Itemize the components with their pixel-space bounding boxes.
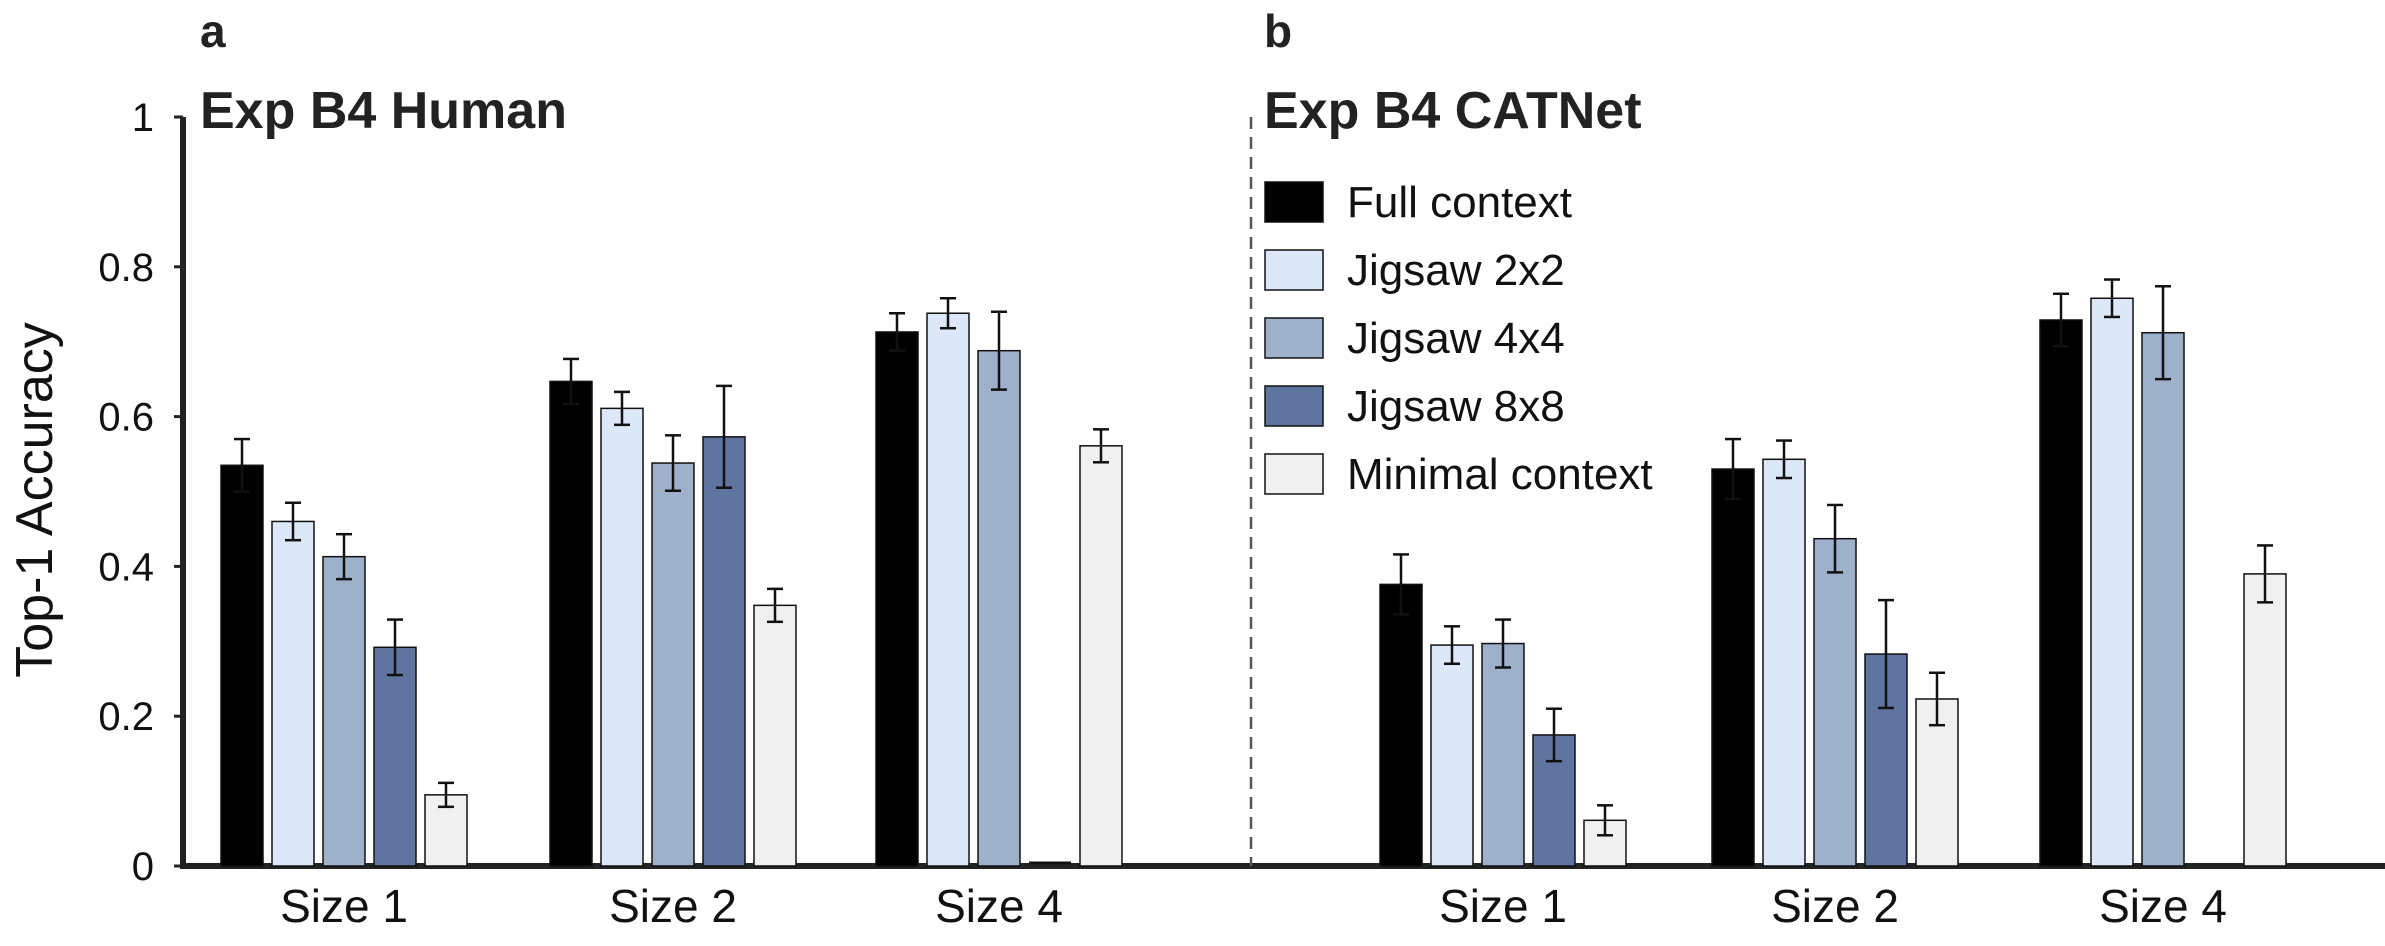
bar	[2039, 319, 2083, 867]
bar	[875, 331, 919, 867]
bar	[1079, 445, 1123, 867]
bar	[1813, 537, 1857, 867]
bar	[1711, 468, 1755, 867]
legend-swatch	[1264, 453, 1324, 495]
bar	[220, 464, 264, 867]
bar	[926, 312, 970, 867]
bar	[373, 646, 417, 867]
bar	[1379, 583, 1423, 867]
legend: Full context Jigsaw 2x2 Jigsaw 4x4 Jigsaw 8…	[1264, 178, 1653, 499]
panel-b-title: Exp B4 CATNet	[1264, 82, 1642, 140]
y-tick-label: 0	[132, 845, 154, 889]
bar	[600, 407, 644, 867]
legend-swatch	[1264, 385, 1324, 427]
bar	[1430, 644, 1474, 867]
y-tick-label: 0.4	[98, 545, 154, 589]
legend-label: Full context	[1347, 178, 1572, 227]
category-label: Size 1	[280, 880, 408, 932]
y-tick-label: 1	[132, 96, 154, 140]
y-axis-title: Top-1 Accuracy	[6, 322, 64, 678]
category-label: Size 4	[2099, 880, 2227, 932]
error-bars	[234, 278, 2273, 837]
panel-a-title: Exp B4 Human	[200, 82, 567, 140]
axes: 0 0.2 0.4 0.6 0.8 1	[98, 96, 2385, 889]
bar	[1481, 642, 1525, 867]
legend-swatch	[1264, 181, 1324, 223]
category-label: Size 2	[1771, 880, 1899, 932]
bar	[1762, 458, 1806, 867]
bar	[2243, 573, 2287, 867]
category-label: Size 4	[935, 880, 1063, 932]
bar	[322, 555, 366, 867]
y-tick-label: 0.8	[98, 246, 154, 290]
panel-b-letter: b	[1264, 5, 1292, 57]
legend-swatch	[1264, 317, 1324, 359]
bars	[220, 297, 2287, 867]
bar	[2090, 297, 2134, 867]
panel-titles: a Exp B4 Human b Exp B4 CATNet	[200, 5, 1642, 140]
legend-swatch	[1264, 249, 1324, 291]
legend-label: Jigsaw 8x8	[1347, 382, 1565, 431]
legend-label: Jigsaw 2x2	[1347, 246, 1565, 295]
y-tick-label: 0.2	[98, 695, 154, 739]
bar	[2141, 331, 2185, 867]
category-labels: Size 1 Size 2 Size 4 Size 1 Size 2 Size 4	[280, 880, 2227, 932]
bar	[702, 436, 746, 867]
legend-label: Jigsaw 4x4	[1347, 314, 1565, 363]
bar	[753, 604, 797, 867]
panel-a-letter: a	[200, 5, 226, 57]
bar	[549, 380, 593, 867]
bar	[1915, 698, 1959, 867]
category-label: Size 1	[1439, 880, 1567, 932]
bar	[651, 462, 695, 867]
bar	[271, 520, 315, 867]
legend-label: Minimal context	[1347, 450, 1653, 499]
bar	[977, 349, 1021, 867]
y-tick-label: 0.6	[98, 396, 154, 440]
category-label: Size 2	[609, 880, 737, 932]
